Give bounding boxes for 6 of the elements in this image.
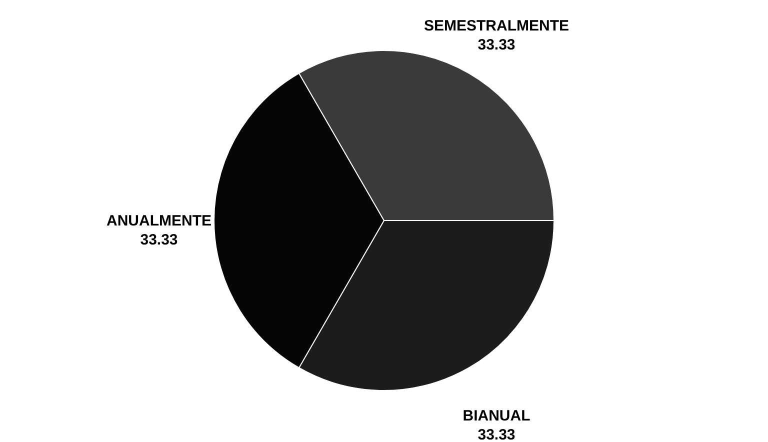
slice-label: SEMESTRALMENTE — [424, 18, 570, 35]
slice-label: ANUALMENTE — [106, 212, 212, 230]
slice-label: BIANUAL — [462, 407, 530, 424]
data-label: 33.33 — [478, 36, 516, 54]
data-label: 33.33 — [140, 232, 178, 248]
data-label: 33.33 — [478, 426, 516, 442]
